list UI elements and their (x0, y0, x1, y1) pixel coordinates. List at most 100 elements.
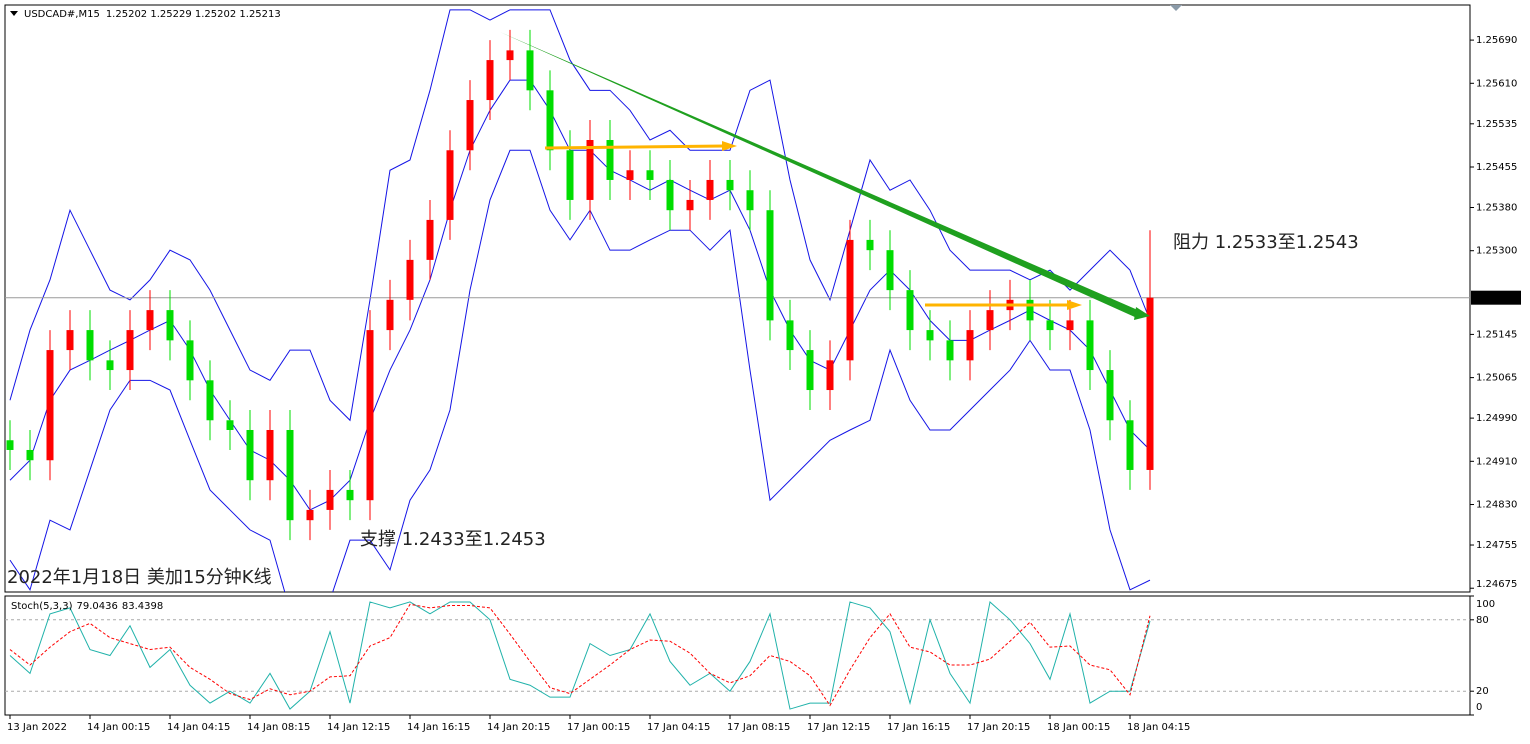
candle-body (946, 340, 954, 361)
x-tick-label: 14 Jan 12:15 (327, 722, 390, 733)
bollinger-band (9, 79, 1151, 511)
x-tick-label: 14 Jan 08:15 (247, 722, 310, 733)
y-tick-label: 1.25455 (1476, 162, 1517, 173)
menu-arrow (10, 11, 18, 16)
candle-body (766, 210, 774, 321)
last-price-box (1471, 290, 1521, 305)
candle-body (886, 250, 894, 291)
candle-body (786, 320, 794, 351)
candle-body (466, 100, 474, 151)
y-tick-label: 1.24910 (1476, 456, 1517, 467)
y-tick-label: 1.24755 (1476, 540, 1517, 551)
price-panel (4, 4, 1471, 593)
symbol-header: USDCAD#,M15 1.25202 1.25229 1.25202 1.252… (24, 9, 281, 20)
candle-body (926, 330, 934, 341)
candle-body (746, 190, 754, 211)
x-tick-label: 18 Jan 00:15 (1047, 722, 1110, 733)
candle-body (826, 360, 834, 391)
bollinger-band (9, 149, 1151, 592)
candle-body (566, 150, 574, 200)
stoch-title: Stoch(5,3,3) (11, 601, 73, 612)
stoch-line (9, 600, 1151, 710)
candle-body (586, 140, 594, 200)
candle-body (986, 310, 994, 331)
candle-body (126, 330, 134, 371)
x-tick-label: 18 Jan 04:15 (1127, 722, 1190, 733)
candle-body (966, 330, 974, 361)
y-tick-label: 1.24990 (1476, 413, 1517, 424)
candle-body (266, 429, 274, 481)
candle-body (186, 340, 194, 381)
price-plot (5, 9, 1470, 592)
y-tick-label: 1.25065 (1476, 373, 1517, 384)
candle-body (166, 310, 174, 341)
y-tick-label: 1.24675 (1476, 579, 1517, 590)
x-tick-label: 17 Jan 20:15 (967, 722, 1030, 733)
candle-body (686, 199, 694, 211)
x-tick-label: 13 Jan 2022 (7, 722, 67, 733)
candle-body (1126, 420, 1134, 470)
trend-line (500, 32, 1140, 318)
candle-body (866, 239, 874, 251)
candle-body (106, 360, 114, 371)
candle-body (306, 509, 314, 521)
candle-body (246, 429, 254, 481)
candle-body (346, 489, 354, 501)
candle-body (806, 350, 814, 391)
x-tick-label: 17 Jan 12:15 (807, 722, 870, 733)
candle-body (326, 489, 334, 510)
candle-body (1106, 370, 1114, 421)
candle-body (846, 239, 854, 361)
trend-arrow (1134, 307, 1150, 320)
candle-body (386, 299, 394, 331)
stoch-header: Stoch(5,3,3) 79.0436 83.4398 (11, 601, 163, 612)
symbol: USDCAD#,M15 (24, 9, 100, 20)
x-tick-label: 17 Jan 16:15 (887, 722, 950, 733)
candle-body (526, 50, 534, 91)
candle-body (286, 429, 294, 521)
bollinger-band (9, 9, 1151, 422)
resistance-note: 阻力 1.2533至1.2543 (1173, 232, 1359, 253)
candle-body (1066, 320, 1074, 331)
y-tick-label: 100 (1476, 599, 1495, 610)
y-tick-label: 1.25535 (1476, 119, 1517, 130)
last-price-label: 1.25213 (1476, 293, 1517, 304)
candle-body (86, 330, 94, 361)
candle-body (446, 150, 454, 220)
candle-body (26, 449, 34, 461)
candle-body (66, 330, 74, 351)
x-tick-label: 14 Jan 00:15 (87, 722, 150, 733)
x-tick-label: 17 Jan 08:15 (727, 722, 790, 733)
candle-body (646, 170, 654, 180)
x-tick-label: 17 Jan 04:15 (647, 722, 710, 733)
candle-body (366, 330, 374, 501)
stoch-line (9, 603, 1151, 707)
shift-marker (1170, 5, 1182, 11)
candle-body (546, 90, 554, 151)
candle-body (906, 290, 914, 331)
candle-body (1046, 320, 1054, 331)
support-note: 支撑 1.2433至1.2453 (360, 529, 546, 550)
stoch-plot (5, 600, 1470, 710)
candle-body (1146, 297, 1154, 470)
candle-body (6, 440, 14, 450)
y-tick-label: 20 (1476, 686, 1489, 697)
candle-body (706, 179, 714, 200)
x-tick-label: 14 Jan 20:15 (487, 722, 550, 733)
axes: 1.25690 1.25610 1.25535 1.25455 1.25380 1.253… (7, 35, 1521, 733)
arrow-head (722, 141, 737, 151)
candle-body (626, 170, 634, 180)
drawings (500, 5, 1182, 320)
y-tick-label: 80 (1476, 615, 1489, 626)
x-tick-label: 17 Jan 00:15 (567, 722, 630, 733)
candle-body (46, 350, 54, 461)
level-arrow (544, 144, 726, 150)
y-tick-label: 1.25690 (1476, 35, 1517, 46)
y-tick-label: 1.24830 (1476, 500, 1517, 511)
candle-body (426, 219, 434, 260)
stoch-panel (4, 595, 1471, 716)
stoch-k: 79.0436 (76, 601, 117, 612)
candle-body (506, 50, 514, 61)
candle-body (1026, 299, 1034, 321)
